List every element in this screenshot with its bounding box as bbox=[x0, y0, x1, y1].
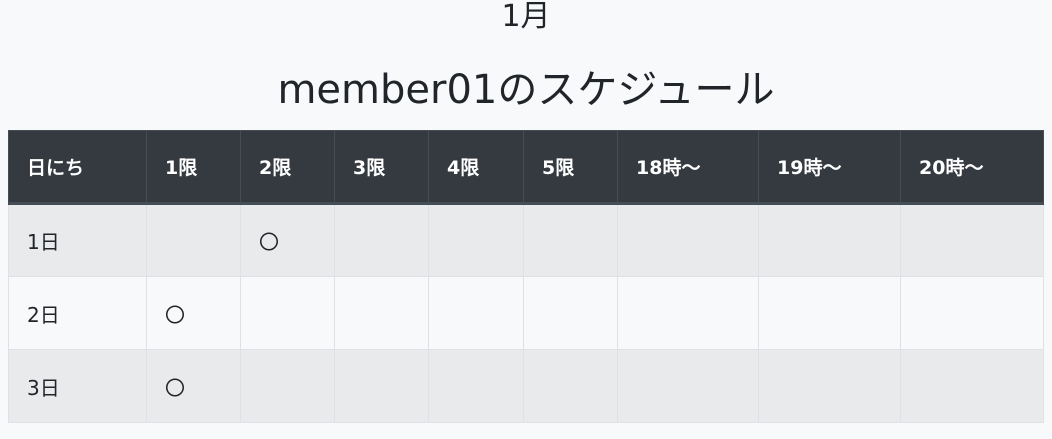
table-cell bbox=[146, 203, 241, 277]
table-cell bbox=[758, 276, 901, 350]
month-title: 1月 bbox=[501, 0, 551, 34]
schedule-table: 日にち 1限 2限 3限 4限 5限 18時〜 19時〜 20時〜 1日 〇 bbox=[8, 130, 1044, 423]
header-19: 19時〜 bbox=[758, 130, 901, 205]
table-cell bbox=[428, 349, 524, 423]
table-cell: 3日 bbox=[8, 349, 147, 423]
table-cell bbox=[523, 203, 618, 277]
table-cell bbox=[523, 276, 618, 350]
table-cell: 〇 bbox=[146, 349, 241, 423]
table-cell bbox=[240, 276, 335, 350]
table-cell bbox=[758, 349, 901, 423]
table-cell bbox=[758, 203, 901, 277]
header-period-5: 5限 bbox=[523, 130, 618, 205]
table-row: 1日 〇 bbox=[8, 203, 1044, 277]
table-cell bbox=[900, 203, 1044, 277]
table-cell: 1日 bbox=[8, 203, 147, 277]
table-cell: 〇 bbox=[240, 203, 335, 277]
table-cell: 〇 bbox=[146, 276, 241, 350]
table-cell bbox=[334, 349, 429, 423]
table-cell bbox=[428, 276, 524, 350]
schedule-title: member01のスケジュール bbox=[277, 67, 775, 113]
table-cell bbox=[334, 203, 429, 277]
table-cell bbox=[900, 276, 1044, 350]
table-cell bbox=[617, 276, 759, 350]
table-cell bbox=[240, 349, 335, 423]
header-period-1: 1限 bbox=[146, 130, 241, 205]
table-header-row: 日にち 1限 2限 3限 4限 5限 18時〜 19時〜 20時〜 bbox=[8, 130, 1044, 205]
table-row: 2日 〇 bbox=[8, 276, 1044, 350]
header-period-3: 3限 bbox=[334, 130, 429, 205]
table-cell bbox=[617, 203, 759, 277]
table-cell bbox=[900, 349, 1044, 423]
header-18: 18時〜 bbox=[617, 130, 759, 205]
table-cell bbox=[334, 276, 429, 350]
table-cell: 2日 bbox=[8, 276, 147, 350]
table-cell bbox=[428, 203, 524, 277]
header-20: 20時〜 bbox=[900, 130, 1044, 205]
header-date: 日にち bbox=[8, 130, 147, 205]
table-row: 3日 〇 bbox=[8, 349, 1044, 423]
table-cell bbox=[617, 349, 759, 423]
header-period-2: 2限 bbox=[240, 130, 335, 205]
header-period-4: 4限 bbox=[428, 130, 524, 205]
table-cell bbox=[523, 349, 618, 423]
